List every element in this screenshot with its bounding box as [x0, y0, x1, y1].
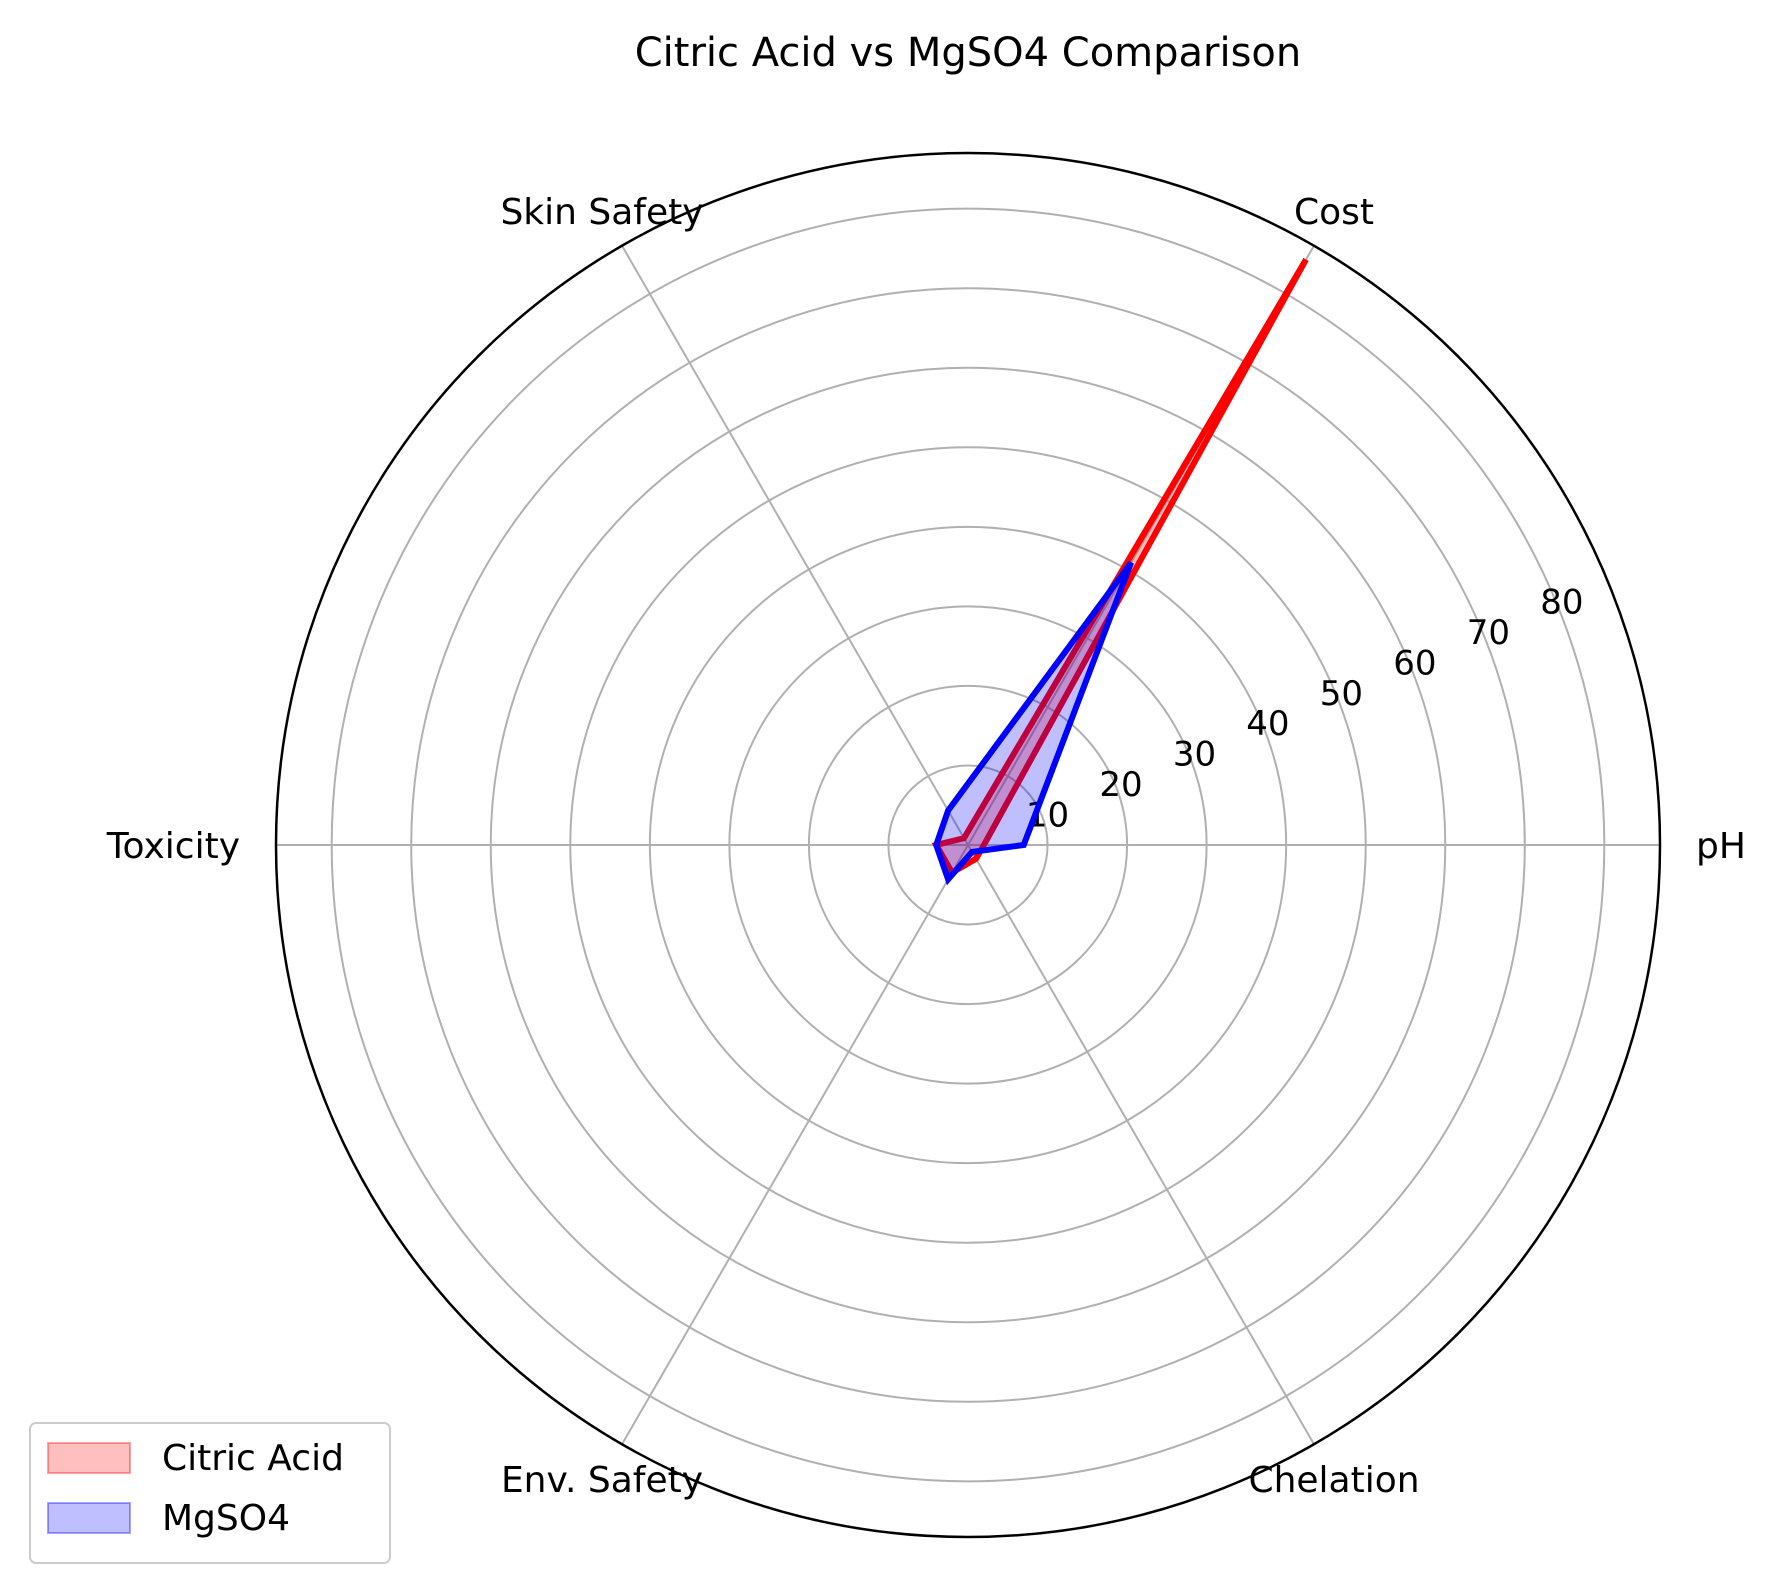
category-label: Env. Safety	[501, 1460, 703, 1501]
category-label: Skin Safety	[500, 192, 703, 233]
axis-labels: pH Cost Skin Safety Toxicity Env. Safety Chel…	[106, 192, 1746, 1501]
grid-spoke	[621, 245, 969, 846]
outer-frame	[274, 151, 1662, 1539]
category-label: Chelation	[1248, 1460, 1419, 1501]
legend-label-mgso4: MgSO4	[162, 1498, 290, 1539]
radial-tick-label: 50	[1320, 674, 1363, 714]
legend-label-citric-acid: Citric Acid	[162, 1438, 344, 1479]
radial-tick-label: 60	[1393, 643, 1436, 683]
series-line	[933, 560, 1134, 886]
series-layer	[931, 257, 1309, 886]
category-label: Toxicity	[106, 826, 240, 867]
radial-tick-label: 80	[1540, 582, 1583, 622]
chart-title: Citric Acid vs MgSO4 Comparison	[635, 30, 1302, 76]
legend-swatch-citric-acid	[47, 1442, 131, 1474]
grid-spoke	[621, 844, 969, 1445]
category-label: Cost	[1294, 192, 1374, 233]
radial-tick-label: 40	[1246, 704, 1289, 744]
radial-tick-label: 20	[1099, 765, 1142, 805]
radial-tick-label: 30	[1173, 735, 1216, 775]
legend-box	[29, 1422, 391, 1564]
grid-spoke	[967, 844, 1315, 1445]
category-label: pH	[1696, 826, 1746, 867]
series-fill	[936, 562, 1132, 880]
legend: Citric Acid MgSO4	[29, 1422, 391, 1564]
radial-tick-label: 70	[1467, 613, 1510, 653]
legend-swatch-mgso4	[47, 1502, 131, 1534]
